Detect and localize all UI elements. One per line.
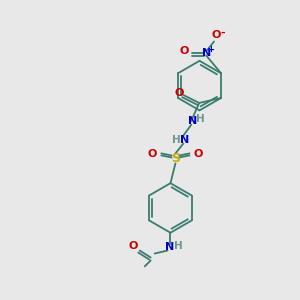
Text: H: H: [172, 135, 181, 145]
Text: O: O: [211, 30, 221, 40]
Text: N: N: [188, 116, 197, 126]
Text: O: O: [194, 149, 203, 160]
Text: O: O: [148, 149, 157, 160]
Text: N: N: [180, 135, 189, 145]
Text: N: N: [165, 242, 174, 252]
Text: +: +: [208, 45, 214, 54]
Text: -: -: [221, 28, 225, 38]
Text: O: O: [180, 46, 189, 56]
Text: H: H: [196, 114, 205, 124]
Text: S: S: [171, 152, 180, 165]
Text: O: O: [128, 241, 137, 250]
Text: N: N: [202, 48, 211, 59]
Text: O: O: [175, 88, 184, 98]
Text: H: H: [174, 241, 183, 250]
